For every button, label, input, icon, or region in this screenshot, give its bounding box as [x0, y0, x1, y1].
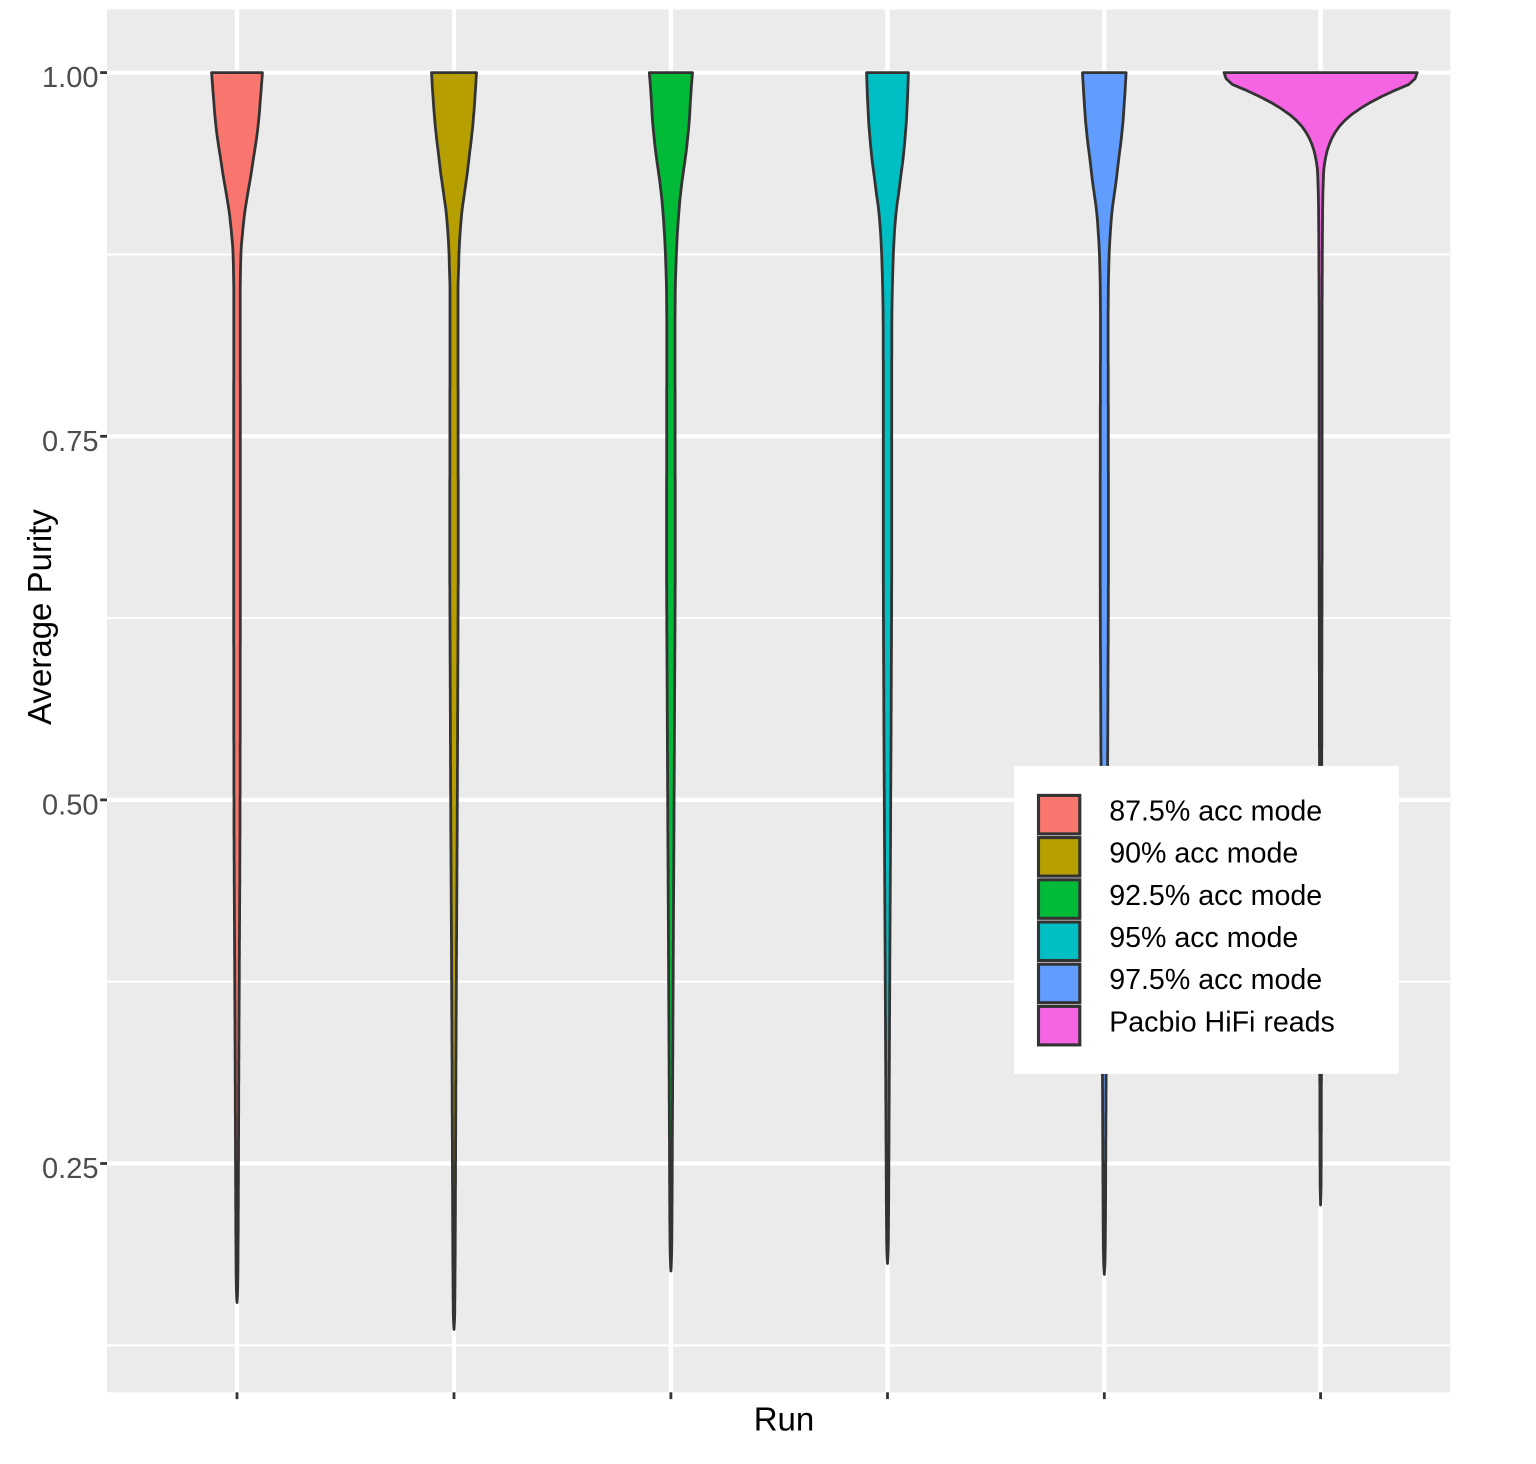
svg-text:Average Purity: Average Purity [21, 509, 58, 725]
svg-text:95% acc mode: 95% acc mode [1109, 922, 1298, 954]
svg-text:Pacbio HiFi reads: Pacbio HiFi reads [1109, 1006, 1335, 1038]
svg-text:0.75: 0.75 [42, 426, 98, 458]
svg-text:1.00: 1.00 [42, 62, 98, 94]
svg-text:97.5% acc mode: 97.5% acc mode [1109, 964, 1322, 996]
svg-text:0.25: 0.25 [42, 1153, 98, 1185]
svg-text:87.5% acc mode: 87.5% acc mode [1109, 795, 1322, 827]
svg-text:90% acc mode: 90% acc mode [1109, 838, 1298, 870]
svg-text:Run: Run [754, 1401, 815, 1438]
svg-text:0.50: 0.50 [42, 790, 98, 822]
svg-text:92.5% acc mode: 92.5% acc mode [1109, 880, 1322, 912]
